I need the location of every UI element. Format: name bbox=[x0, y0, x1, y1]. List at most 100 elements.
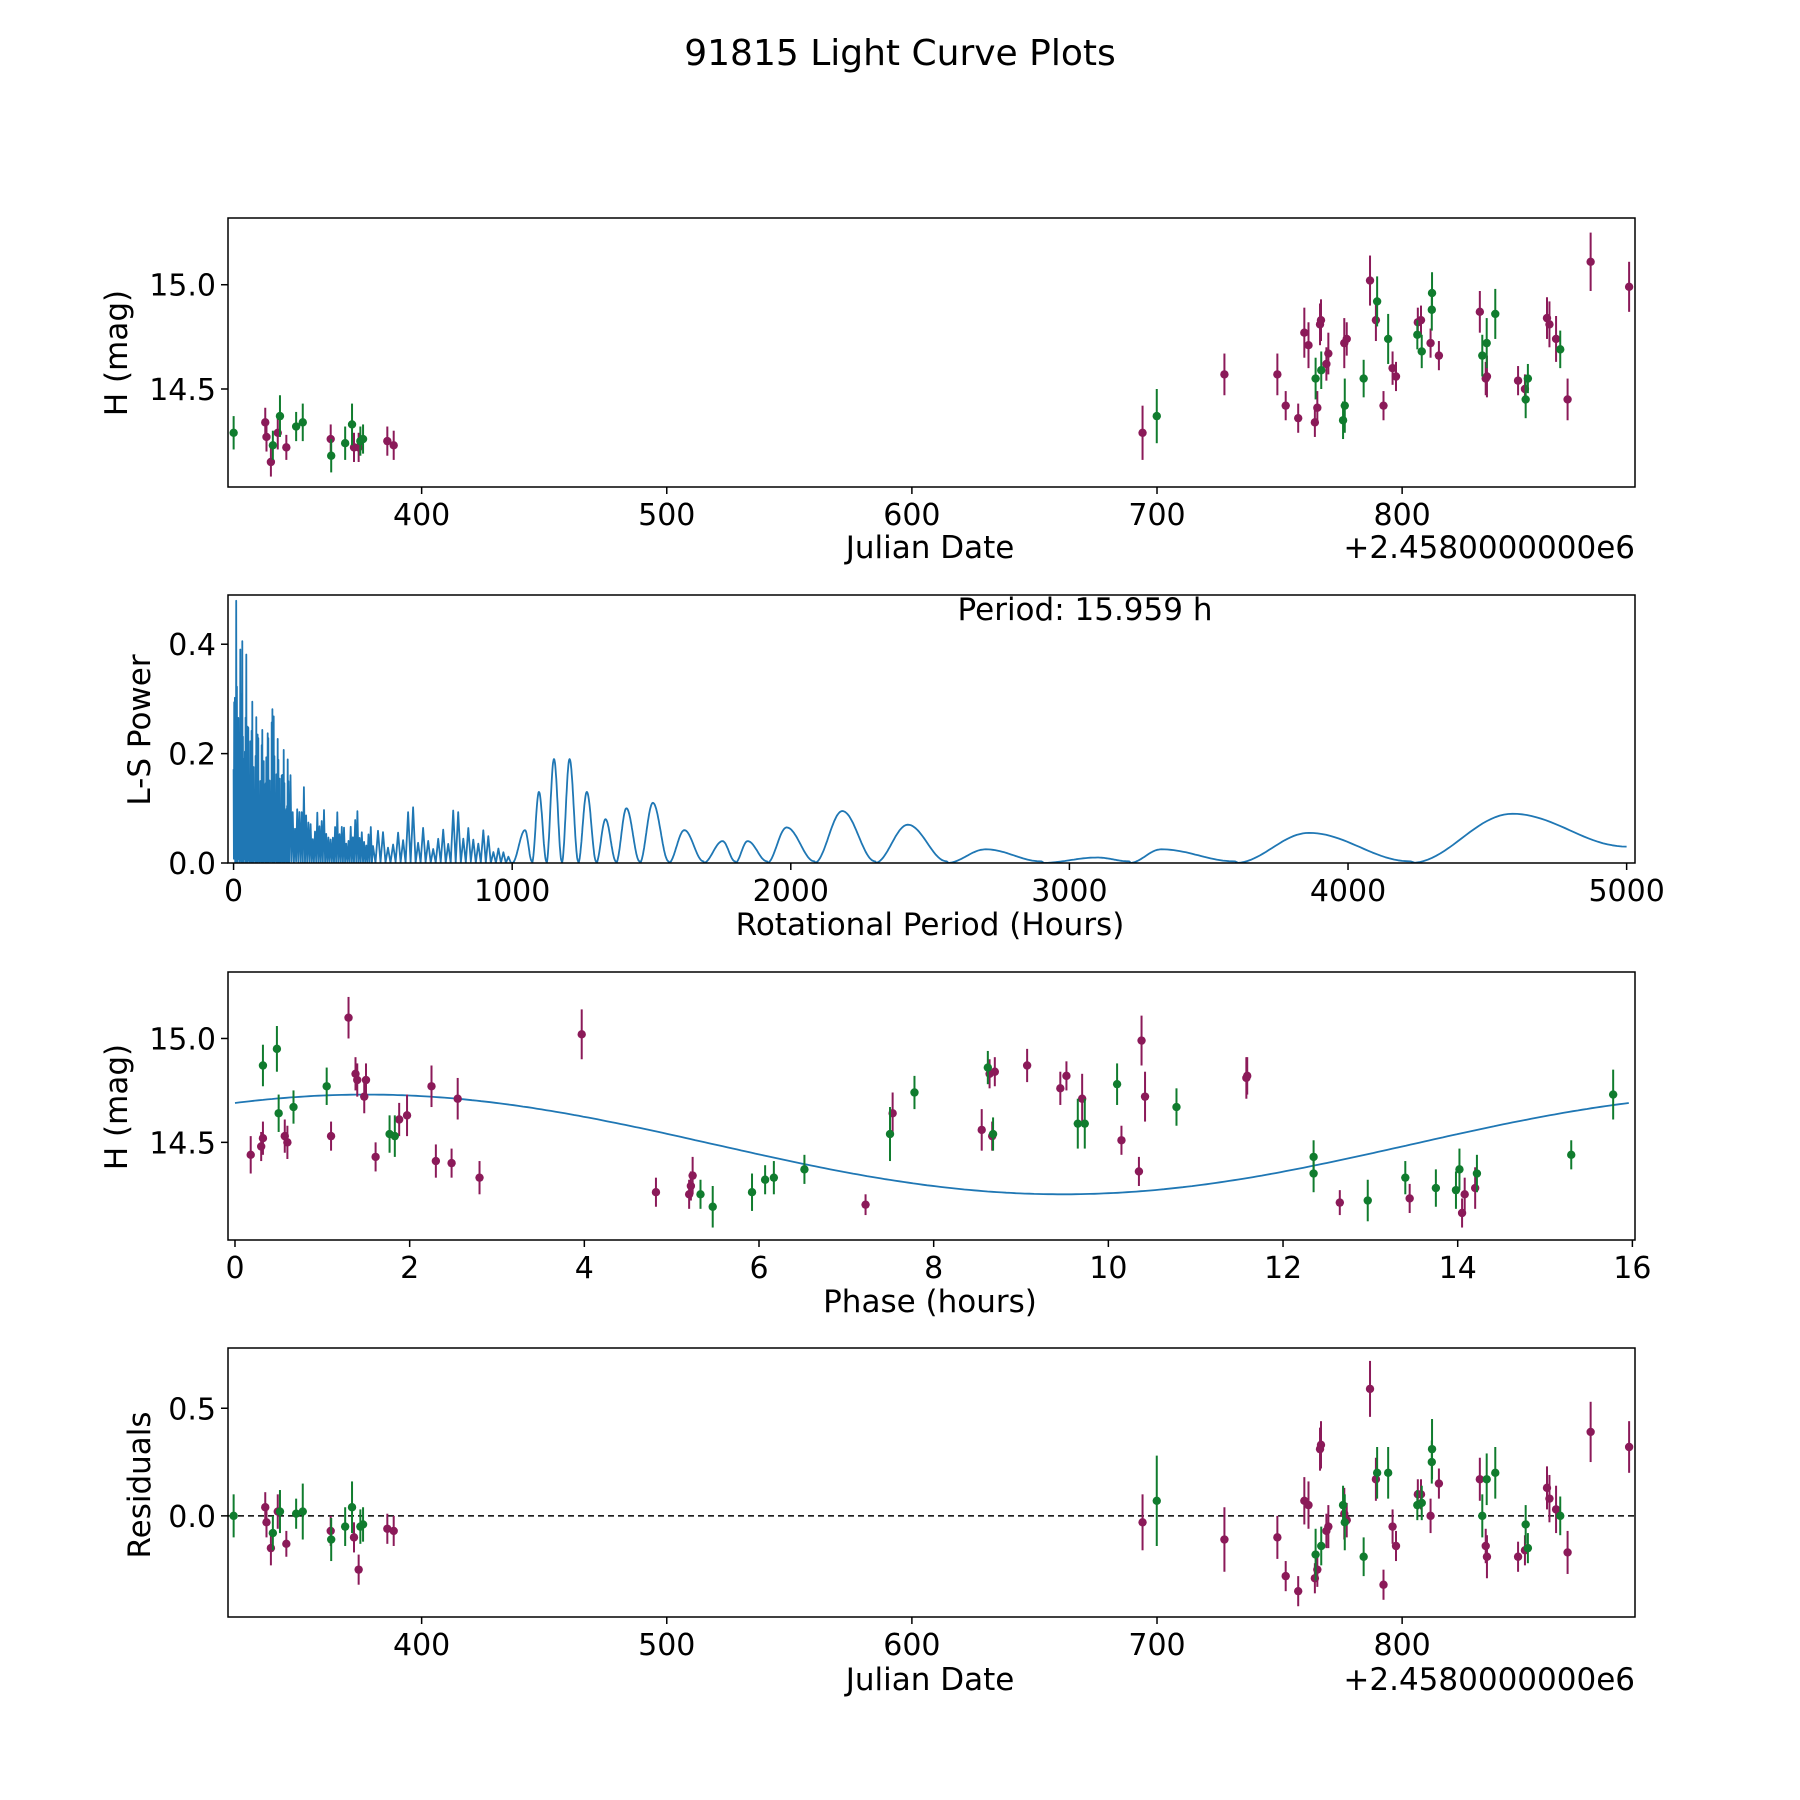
data-point bbox=[1138, 1518, 1147, 1527]
data-point bbox=[361, 1075, 371, 1085]
data-point bbox=[1311, 374, 1320, 383]
data-point bbox=[1311, 1550, 1320, 1559]
periodogram-xtick-label: 5000 bbox=[1588, 874, 1664, 909]
residuals-xtick-label: 400 bbox=[393, 1628, 450, 1663]
data-point bbox=[1545, 1494, 1554, 1503]
data-point bbox=[1491, 1468, 1500, 1478]
data-point bbox=[861, 1200, 870, 1209]
data-point bbox=[990, 1067, 1000, 1076]
phase-xtick-label: 8 bbox=[924, 1251, 943, 1286]
data-point bbox=[1137, 1036, 1146, 1045]
residuals-ytick-label: 0.0 bbox=[168, 1500, 216, 1535]
data-point bbox=[1427, 288, 1437, 298]
data-point bbox=[1513, 1552, 1523, 1561]
periodogram-xtick-label: 4000 bbox=[1310, 874, 1386, 909]
data-point bbox=[688, 1171, 697, 1180]
data-point bbox=[282, 443, 291, 452]
data-point bbox=[1472, 1169, 1482, 1178]
lightcurve-series-maroon bbox=[261, 232, 1634, 477]
data-point bbox=[1359, 1552, 1368, 1561]
data-point bbox=[1556, 1511, 1565, 1521]
data-point bbox=[1431, 1183, 1441, 1193]
model-curve bbox=[234, 1093, 1629, 1196]
residuals-xtick-label: 800 bbox=[1374, 1628, 1431, 1663]
data-point bbox=[1413, 330, 1422, 339]
data-point bbox=[1300, 328, 1309, 337]
data-point bbox=[383, 1524, 392, 1533]
data-point bbox=[340, 1522, 350, 1531]
data-point bbox=[475, 1173, 484, 1182]
data-point bbox=[1022, 1061, 1032, 1070]
data-point bbox=[322, 1082, 331, 1091]
periodogram-xtick-label: 1000 bbox=[474, 874, 550, 909]
lightcurve-ytick-label: 14.5 bbox=[149, 373, 216, 408]
phase-frame bbox=[227, 971, 1636, 1241]
period-annotation: Period: 15.959 h bbox=[958, 592, 1213, 628]
data-point bbox=[977, 1125, 986, 1135]
data-point bbox=[1172, 1102, 1181, 1112]
data-point bbox=[272, 1044, 282, 1054]
data-point bbox=[747, 1188, 757, 1197]
data-point bbox=[1324, 1522, 1333, 1531]
data-point bbox=[1365, 276, 1375, 285]
periodogram-xtick-label: 3000 bbox=[1031, 874, 1107, 909]
data-point bbox=[427, 1082, 436, 1091]
lightcurve-plot-area bbox=[229, 232, 1634, 477]
data-point bbox=[1521, 1520, 1530, 1529]
periodogram-xtick-label: 0 bbox=[224, 874, 243, 909]
data-point bbox=[769, 1173, 779, 1182]
phase-xtick-label: 4 bbox=[575, 1251, 594, 1286]
data-point bbox=[262, 1518, 271, 1527]
data-point bbox=[708, 1202, 717, 1211]
data-point bbox=[1080, 1119, 1089, 1128]
data-point bbox=[1551, 334, 1561, 344]
data-point bbox=[1313, 403, 1322, 412]
lightcurve-xtick-label: 600 bbox=[883, 498, 940, 533]
data-point bbox=[1460, 1190, 1469, 1199]
data-point bbox=[1140, 1092, 1150, 1101]
residuals-xlabel: Julian Date bbox=[844, 1662, 1015, 1698]
data-point bbox=[274, 1109, 283, 1118]
phase-xtick-label: 14 bbox=[1439, 1251, 1477, 1286]
periodogram-ytick-label: 0.2 bbox=[168, 738, 216, 773]
data-point bbox=[1427, 1444, 1437, 1454]
lightcurve-xtick-label: 500 bbox=[638, 498, 695, 533]
data-point bbox=[1523, 374, 1533, 383]
data-point bbox=[760, 1175, 770, 1184]
data-point bbox=[1482, 372, 1492, 381]
data-point bbox=[1455, 1165, 1464, 1174]
data-point bbox=[1243, 1071, 1252, 1081]
data-point bbox=[291, 1509, 301, 1518]
data-point bbox=[1624, 282, 1634, 292]
data-point bbox=[1316, 1440, 1326, 1450]
data-point bbox=[268, 1528, 278, 1538]
panel-residuals: Julian Date Residuals +2.4580000000e6 40… bbox=[122, 1347, 1636, 1698]
data-point bbox=[1383, 1468, 1393, 1478]
residuals-ytick-label: 0.5 bbox=[168, 1392, 216, 1427]
data-point bbox=[1304, 341, 1313, 350]
data-point bbox=[1523, 1543, 1533, 1553]
phase-ylabel: H (mag) bbox=[99, 1044, 135, 1170]
data-point bbox=[283, 1138, 292, 1147]
data-point bbox=[1586, 257, 1595, 266]
panel-periodogram: Rotational Period (Hours) L-S Power Peri… bbox=[122, 592, 1665, 943]
data-point bbox=[686, 1181, 696, 1191]
data-point bbox=[402, 1111, 412, 1120]
data-point bbox=[1586, 1427, 1595, 1437]
data-point bbox=[1388, 363, 1397, 373]
data-point bbox=[453, 1094, 462, 1103]
data-point bbox=[389, 1526, 398, 1536]
data-point bbox=[229, 428, 238, 437]
phase-xtick-label: 0 bbox=[225, 1251, 244, 1286]
data-point bbox=[1379, 401, 1388, 410]
data-point bbox=[261, 1503, 270, 1512]
residuals-xtick-label: 500 bbox=[638, 1628, 695, 1663]
data-point bbox=[1220, 370, 1229, 379]
lightcurve-ytick-label: 15.0 bbox=[149, 269, 216, 304]
data-point bbox=[1304, 1500, 1313, 1510]
figure-title: 91815 Light Curve Plots bbox=[684, 33, 1116, 74]
data-point bbox=[256, 1142, 266, 1151]
data-point bbox=[1294, 413, 1303, 423]
data-point bbox=[1426, 1511, 1435, 1521]
data-point bbox=[1545, 320, 1554, 329]
